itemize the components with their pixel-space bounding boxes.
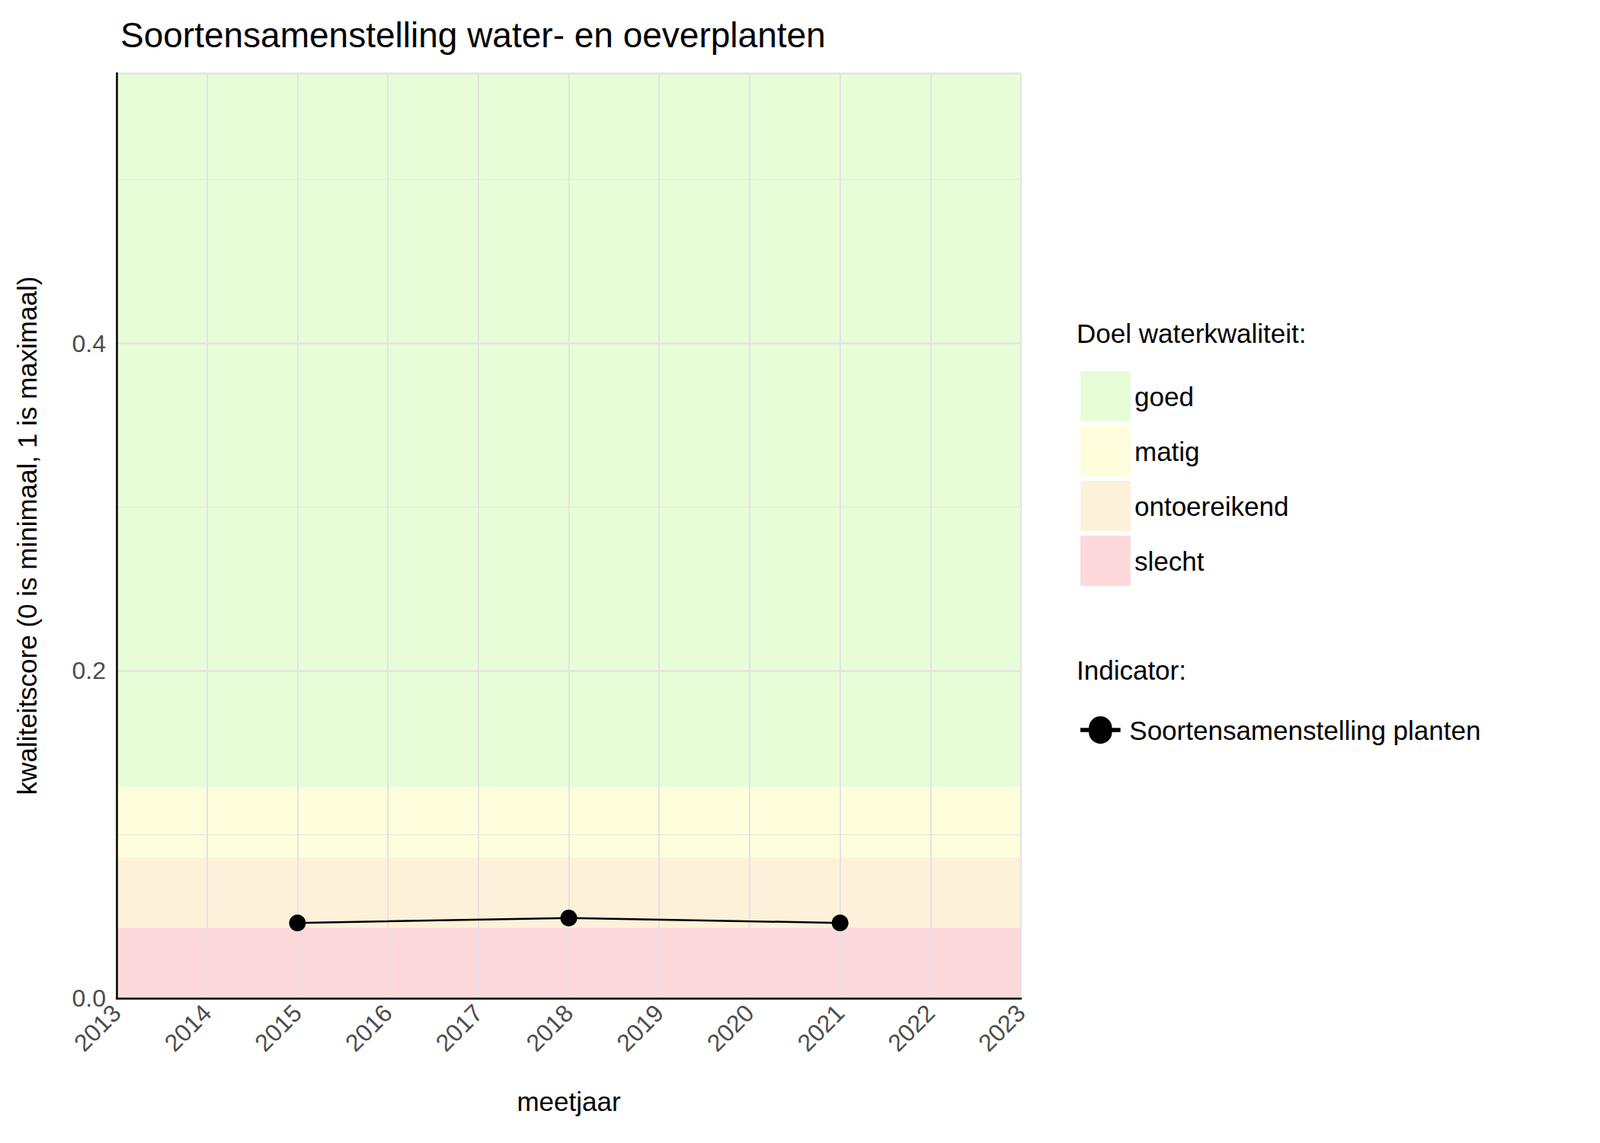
svg-text:2013: 2013 (68, 998, 127, 1057)
svg-text:2018: 2018 (520, 998, 579, 1057)
svg-text:Soortensamenstelling planten: Soortensamenstelling planten (1129, 715, 1481, 746)
svg-text:Soortensamenstelling water- en: Soortensamenstelling water- en oeverplan… (120, 15, 826, 55)
svg-text:0.4: 0.4 (72, 329, 106, 358)
svg-text:goed: goed (1134, 381, 1194, 412)
svg-text:kwaliteitscore (0 is minimaal,: kwaliteitscore (0 is minimaal, 1 is maxi… (12, 276, 42, 796)
svg-text:2020: 2020 (701, 998, 760, 1057)
svg-text:ontoereikend: ontoereikend (1134, 491, 1289, 522)
svg-text:2016: 2016 (339, 998, 398, 1057)
svg-text:Doel waterkwaliteit:: Doel waterkwaliteit: (1076, 318, 1307, 349)
svg-text:2015: 2015 (249, 998, 308, 1057)
svg-text:0.0: 0.0 (72, 984, 106, 1012)
svg-text:2021: 2021 (792, 998, 851, 1057)
svg-text:2022: 2022 (882, 998, 941, 1057)
svg-text:Indicator:: Indicator: (1076, 655, 1187, 685)
svg-text:2023: 2023 (972, 998, 1031, 1057)
svg-text:matig: matig (1134, 436, 1200, 467)
svg-text:meetjaar: meetjaar (516, 1086, 621, 1117)
svg-text:2019: 2019 (611, 998, 669, 1057)
svg-text:0.2: 0.2 (72, 656, 106, 685)
svg-text:2014: 2014 (159, 998, 218, 1057)
svg-text:2017: 2017 (430, 998, 489, 1057)
svg-text:slecht: slecht (1134, 546, 1205, 576)
